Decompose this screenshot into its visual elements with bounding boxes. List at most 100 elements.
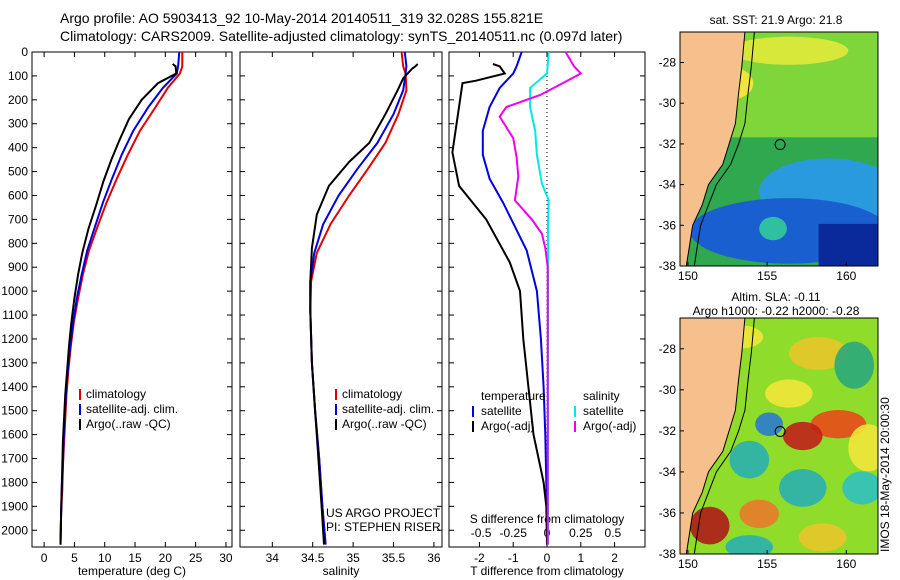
legend-header: temperature: [481, 389, 546, 403]
y-tick-label: 1600: [1, 428, 28, 442]
sst-cold-patch: [818, 223, 878, 266]
map-y-tick-label: -34: [659, 178, 677, 192]
series-line: [59, 63, 178, 545]
x-tick-label: 10: [98, 551, 112, 565]
map-y-tick-label: -30: [659, 383, 677, 397]
x-axis-label: T difference from climatology: [470, 564, 624, 578]
x-tick-label: 30: [219, 551, 233, 565]
sst-map-title: sat. SST: 21.9 Argo: 21.8: [710, 13, 843, 27]
credit-project: US ARGO PROJECT: [326, 506, 441, 520]
y-tick-label: 1800: [1, 475, 28, 489]
series-line: [309, 51, 408, 545]
y-tick-label: 300: [8, 117, 28, 131]
x-tick-label: 34.5: [301, 551, 325, 565]
x-tick-label: 25: [189, 551, 203, 565]
sla-anomaly-blob: [834, 341, 875, 389]
map-field: [680, 318, 878, 554]
legend-label: climatology: [86, 387, 146, 401]
sla-anomaly-blob: [725, 535, 774, 554]
map-y-tick-label: -32: [659, 424, 677, 438]
map-y-tick-label: -30: [659, 96, 677, 110]
y-tick-label: 2000: [1, 523, 28, 537]
y-tick-label: 500: [8, 165, 28, 179]
legend-label: Argo(..raw -QC): [86, 417, 171, 431]
y-tick-label: 900: [8, 260, 28, 274]
series-line: [481, 51, 548, 545]
map-y-tick-label: -28: [659, 56, 677, 70]
map-y-tick-label: -38: [659, 547, 677, 561]
y-tick-label: 800: [8, 236, 28, 250]
map-frame: [679, 31, 879, 267]
x-axis-label: temperature (deg C): [78, 564, 186, 578]
y-tick-label: 1400: [1, 380, 28, 394]
x-axis-label: salinity: [323, 564, 360, 578]
x-tick-label: 34: [266, 551, 280, 565]
sla-anomaly-blob: [798, 523, 847, 552]
sst-warm-patch: [729, 36, 849, 65]
x-tick-label: 35: [346, 551, 360, 565]
sla-anomaly-blob: [782, 421, 823, 451]
land-mass: [680, 32, 745, 266]
panel-frame-temperature: [31, 51, 233, 548]
map-field: [680, 32, 878, 266]
map-x-tick-label: 150: [678, 557, 698, 571]
sst-eddy: [759, 216, 787, 241]
legend-label: satellite: [583, 404, 624, 418]
map-x-tick-label: 155: [757, 557, 777, 571]
shelf-contour: [693, 32, 755, 266]
sla-anomaly-blob: [810, 410, 867, 439]
map-y-tick-label: -32: [659, 137, 677, 151]
x-tick-label: -1: [508, 551, 519, 565]
sla-anomaly-blob: [788, 336, 849, 370]
y-tick-label: 200: [8, 93, 28, 107]
sla-anomaly-blob: [842, 471, 878, 505]
x-tick-label: 1: [577, 551, 584, 565]
legend-header: salinity: [583, 389, 620, 403]
chart-title-line2: Climatology: CARS2009. Satellite-adjuste…: [60, 28, 623, 44]
legend-label: satellite-adj. clim.: [342, 402, 434, 416]
legend-label: satellite-adj. clim.: [86, 402, 178, 416]
map-sst_map: [679, 31, 879, 267]
sla-anomaly-blob: [848, 424, 878, 472]
map-y-tick-label: -34: [659, 465, 677, 479]
y-tick-label: 1900: [1, 499, 28, 513]
top-x-tick-label: -0.25: [500, 526, 528, 540]
land-mass: [680, 318, 745, 554]
legend-label: Argo(-adj): [583, 419, 636, 433]
map-x-tick-label: 150: [678, 269, 698, 283]
sla-anomaly-blob: [755, 412, 783, 437]
map-sla_map: [679, 317, 879, 555]
panel-frame-salinity: [239, 51, 443, 548]
y-tick-label: 1700: [1, 452, 28, 466]
x-tick-label: 2: [611, 551, 618, 565]
y-tick-label: 400: [8, 141, 28, 155]
series-line: [309, 51, 408, 545]
map-x-tick-label: 160: [836, 557, 856, 571]
series-line: [59, 52, 184, 545]
top-x-tick-label: 0.5: [605, 526, 622, 540]
legend-label: climatology: [342, 387, 402, 401]
sla-anomaly-blob: [779, 469, 827, 507]
top-x-tick-label: 0.25: [569, 526, 593, 540]
y-tick-label: 1500: [1, 404, 28, 418]
y-tick-label: 600: [8, 188, 28, 202]
argo-position-marker: [774, 139, 786, 151]
map-y-tick-label: -28: [659, 342, 677, 356]
map-x-tick-label: 160: [836, 269, 856, 283]
y-tick-label: 100: [8, 69, 28, 83]
map-y-tick-label: -36: [659, 506, 677, 520]
x-tick-label: 20: [159, 551, 173, 565]
credit-pi: PI: STEPHEN RISER: [326, 520, 441, 534]
sla-map-subtitle: Argo h1000: -0.22 h2000: -0.28: [693, 304, 860, 318]
x-tick-label: -2: [474, 551, 485, 565]
chart-title-line1: Argo profile: AO 5903413_92 10-May-2014 …: [60, 10, 544, 26]
x-tick-label: 5: [71, 551, 78, 565]
y-tick-label: 700: [8, 212, 28, 226]
series-line: [309, 63, 419, 545]
map-y-tick-label: -36: [659, 218, 677, 232]
x-tick-label: 15: [128, 551, 142, 565]
x-tick-label: 36: [427, 551, 441, 565]
coastline: [685, 318, 746, 554]
coastline: [685, 32, 746, 266]
